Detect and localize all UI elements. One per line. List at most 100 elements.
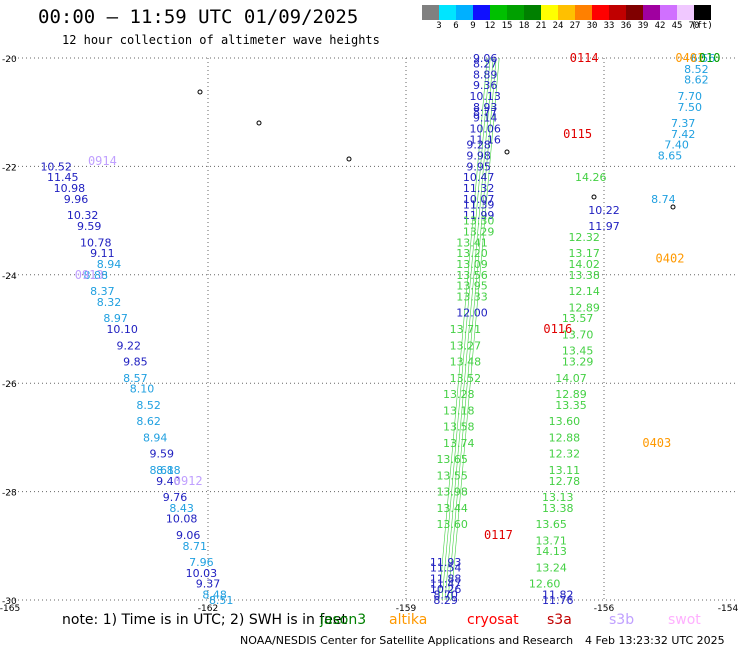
swh-label: 8.52 xyxy=(684,63,709,76)
swh-label: 13.71 xyxy=(450,323,482,336)
swh-label: 14.13 xyxy=(535,545,567,558)
swh-label: 8.77 xyxy=(473,106,498,119)
swh-label: 13.65 xyxy=(436,453,468,466)
swh-label: 8.43 xyxy=(169,502,194,515)
swh-label: 13.58 xyxy=(443,421,475,434)
footer-credit: NOAA/NESDIS Center for Satellite Applica… xyxy=(240,634,574,647)
legend-swatch xyxy=(541,5,558,20)
swh-label: 12.60 xyxy=(529,578,561,591)
swh-label: 11.16 xyxy=(469,133,501,146)
pass-time-label: 0912 xyxy=(174,474,203,488)
swh-label: 9.96 xyxy=(64,193,89,206)
satellite-label-cryosat: cryosat xyxy=(467,612,519,628)
swh-label: 12.78 xyxy=(549,475,581,488)
legend-swatch xyxy=(490,5,507,20)
swh-label: 8.10 xyxy=(130,383,155,396)
swh-label: 10.22 xyxy=(588,204,620,217)
legend-swatch xyxy=(422,5,439,20)
legend-unit-label: (ft) xyxy=(691,21,713,31)
swh-label: 9.28 xyxy=(466,139,491,152)
legend-tick-label: 33 xyxy=(603,21,615,31)
y-tick-label: -20 xyxy=(2,55,17,65)
swh-label: 9.95 xyxy=(466,160,491,173)
swh-label: 11.88 xyxy=(430,572,462,585)
swh-label: 13.55 xyxy=(436,469,468,482)
swh-label: 13.48 xyxy=(450,356,482,369)
swh-label: 13.28 xyxy=(443,388,475,401)
swh-label: 9.59 xyxy=(77,220,102,233)
swh-label: 7.70 xyxy=(678,90,703,103)
swh-label: 13.65 xyxy=(535,518,567,531)
swh-label: 13.52 xyxy=(450,372,482,385)
swh-label: 13.60 xyxy=(549,415,581,428)
pass-time-label: 010 xyxy=(699,51,721,65)
satellite-label-s3a: s3a xyxy=(547,612,572,628)
swh-label: 13.70 xyxy=(562,328,594,341)
y-tick-label: -30 xyxy=(2,597,17,607)
swh-label: 8.94 xyxy=(97,258,122,271)
x-tick-label: -159 xyxy=(396,604,417,614)
page-title: 00:00 – 11:59 UTC 01/09/2025 xyxy=(38,6,359,28)
swh-label: 10.08 xyxy=(166,513,198,526)
track-line xyxy=(450,57,500,601)
pass-time-label: 0913 xyxy=(75,268,104,282)
legend-swatch xyxy=(524,5,541,20)
swh-label: 13.74 xyxy=(443,437,475,450)
y-tick-label: -22 xyxy=(2,163,17,173)
swh-label: 13.98 xyxy=(436,486,468,499)
legend-tick-label: 45 xyxy=(671,21,683,31)
swh-label: 10.78 xyxy=(80,236,112,249)
swh-label: 7.37 xyxy=(671,117,696,130)
swh-label: 9.06 xyxy=(176,529,201,542)
x-tick-label: -165 xyxy=(0,604,20,614)
swh-label: 8.57 xyxy=(123,372,148,385)
legend-tick-label: 24 xyxy=(552,21,564,31)
swh-label: 10.06 xyxy=(469,122,501,135)
x-tick-label: -154 xyxy=(718,604,739,614)
y-tick-label: -24 xyxy=(2,272,17,282)
legend-swatch xyxy=(507,5,524,20)
legend-swatch xyxy=(626,5,643,20)
swh-label: 7.40 xyxy=(664,139,689,152)
swh-label: 10.07 xyxy=(463,193,495,206)
satellite-label-swot: swot xyxy=(668,612,701,628)
swh-label: 10.26 xyxy=(430,583,462,596)
legend-tick-label: 36 xyxy=(620,21,632,31)
swh-label: 8.52 xyxy=(136,399,161,412)
legend-tick-label: 6 xyxy=(453,21,459,31)
swh-label: 8.62 xyxy=(684,74,709,87)
satellite-label-jason3: jason3 xyxy=(320,612,367,628)
swh-label: 11.54 xyxy=(430,561,462,574)
swh-label: 8.89 xyxy=(473,68,498,81)
swh-label: 11.99 xyxy=(463,209,495,222)
track-line xyxy=(441,57,491,601)
swh-label: 9.06 xyxy=(473,52,498,65)
legend-swatch xyxy=(694,5,711,20)
swh-label: 8.62 xyxy=(136,415,161,428)
legend-tick-label: 70 xyxy=(688,21,700,31)
swh-label: 12.32 xyxy=(549,448,581,461)
legend-swatch xyxy=(558,5,575,20)
swh-label: 8.51 xyxy=(209,594,234,607)
x-tick-label: -156 xyxy=(594,604,615,614)
swh-label: 10.13 xyxy=(469,90,501,103)
swh-label: 13.18 xyxy=(443,404,475,417)
island-outline xyxy=(591,194,597,200)
swh-label: 13.45 xyxy=(562,345,594,358)
swh-label: 13.30 xyxy=(463,215,495,228)
swh-label: 11.39 xyxy=(463,198,495,211)
swh-label: 13.57 xyxy=(562,312,594,325)
island-outline xyxy=(670,204,676,210)
legend-tick-label: 30 xyxy=(586,21,598,31)
pass-time-label: 0117 xyxy=(484,528,513,542)
swh-label: 13.11 xyxy=(549,464,581,477)
legend-swatch xyxy=(660,5,677,20)
swh-label: 6.56 xyxy=(691,52,716,65)
legend-tick-label: 15 xyxy=(501,21,513,31)
legend-swatch xyxy=(456,5,473,20)
swh-label: 10.32 xyxy=(67,209,99,222)
swh-label: 11.45 xyxy=(47,171,79,184)
swh-label: 9.40 xyxy=(156,475,181,488)
pass-time-label: 0403 xyxy=(642,436,671,450)
swh-label: 8.37 xyxy=(90,285,115,298)
